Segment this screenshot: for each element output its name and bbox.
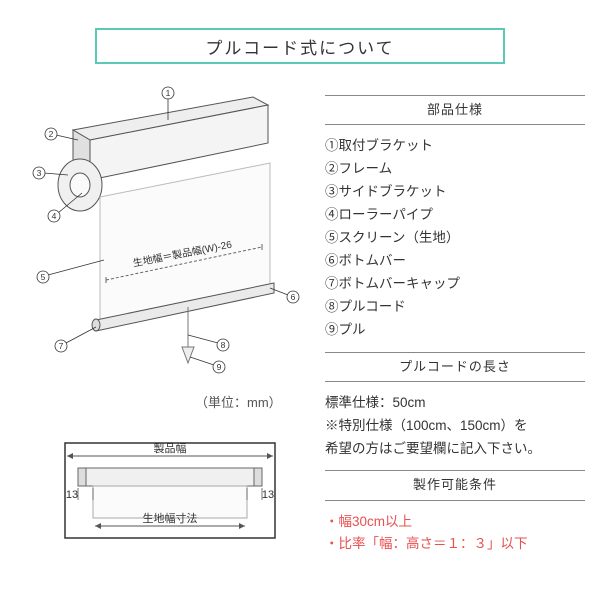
svg-text:1: 1 — [166, 88, 171, 98]
conditions-header: 製作可能条件 — [325, 470, 585, 500]
page-title: プルコード式について — [95, 28, 505, 64]
parts-header: 部品仕様 — [325, 95, 585, 125]
spec-line: ※特別仕様（100cm、150cm）を — [325, 415, 585, 438]
spec-column: 部品仕様 ①取付ブラケット ②フレーム ③サイドブラケット ④ローラーパイプ ⑤… — [325, 85, 585, 556]
svg-text:6: 6 — [291, 292, 296, 302]
parts-item: ⑤スクリーン（生地） — [325, 227, 585, 250]
unit-label: （単位：mm） — [195, 392, 282, 411]
parts-item: ②フレーム — [325, 158, 585, 181]
parts-item: ①取付ブラケット — [325, 135, 585, 158]
svg-text:生地幅寸法: 生地幅寸法 — [143, 511, 198, 525]
svg-text:8: 8 — [221, 340, 226, 350]
svg-text:3: 3 — [37, 168, 42, 178]
condition-line: ・比率「幅：高さ＝１：３」以下 — [325, 533, 585, 556]
svg-text:4: 4 — [52, 211, 57, 221]
cord-length-header: プルコードの長さ — [325, 352, 585, 382]
svg-text:7: 7 — [59, 341, 64, 351]
cord-length-text: 標準仕様：50cm ※特別仕様（100cm、150cm）を 希望の方はご要望欄に… — [325, 392, 585, 461]
parts-item: ⑥ボトムバー — [325, 250, 585, 273]
parts-list: ①取付ブラケット ②フレーム ③サイドブラケット ④ローラーパイプ ⑤スクリーン… — [325, 135, 585, 341]
conditions-list: ・幅30cm以上 ・比率「幅：高さ＝１：３」以下 — [325, 511, 585, 557]
svg-text:2: 2 — [49, 129, 54, 139]
cross-section-diagram: 製品幅 13 13 生地幅寸法 — [55, 418, 285, 548]
svg-text:13: 13 — [262, 489, 274, 501]
main-diagram: 生地幅＝製品幅(W)-26 — [18, 85, 303, 375]
spec-line: 標準仕様：50cm — [325, 392, 585, 415]
svg-text:13: 13 — [66, 489, 78, 501]
svg-text:製品幅: 製品幅 — [154, 441, 187, 455]
parts-item: ④ローラーパイプ — [325, 204, 585, 227]
parts-item: ⑧プルコード — [325, 296, 585, 319]
svg-text:5: 5 — [41, 272, 46, 282]
parts-item: ⑨プル — [325, 319, 585, 342]
parts-item: ⑦ボトムバーキャップ — [325, 273, 585, 296]
spec-line: 希望の方はご要望欄に記入下さい。 — [325, 438, 585, 461]
svg-text:9: 9 — [217, 362, 222, 372]
parts-item: ③サイドブラケット — [325, 181, 585, 204]
condition-line: ・幅30cm以上 — [325, 511, 585, 534]
